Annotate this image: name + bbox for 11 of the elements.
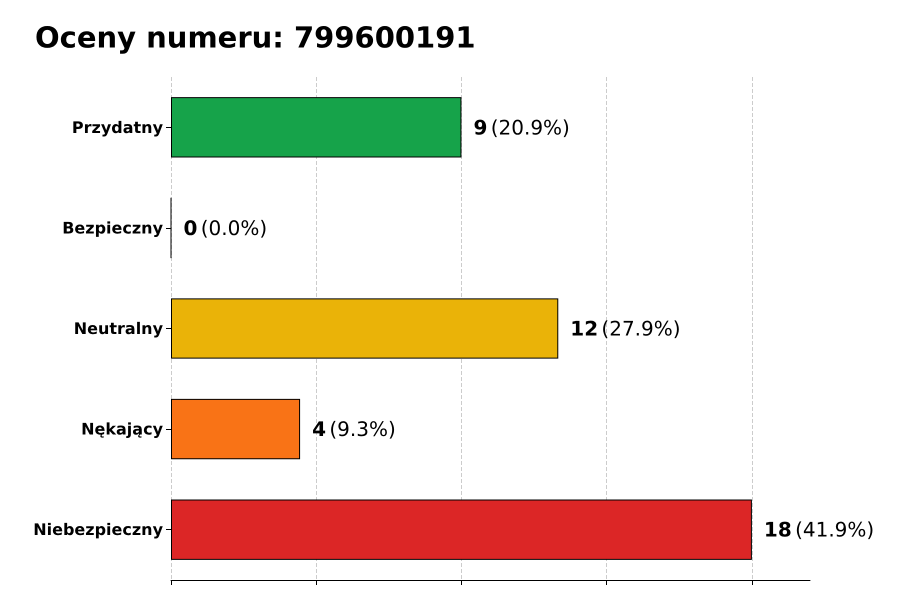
y-tick-label: Nękający <box>81 420 164 439</box>
y-tick-label: Niebezpieczny <box>33 520 164 540</box>
data-label: 0 (0.0%) <box>184 216 268 240</box>
data-label: 12 (27.9%) <box>570 316 681 340</box>
y-tick-label: Bezpieczny <box>62 218 164 238</box>
data-label: 18 (41.9%) <box>764 518 874 542</box>
data-label: 9 (20.9%) <box>473 115 570 140</box>
y-tick-label: Przydatny <box>72 118 164 137</box>
chart-title: Oceny numeru: 799600191 <box>35 20 476 54</box>
data-label: 4 (9.3%) <box>312 417 396 442</box>
y-tick-label: Neutralny <box>74 319 164 338</box>
